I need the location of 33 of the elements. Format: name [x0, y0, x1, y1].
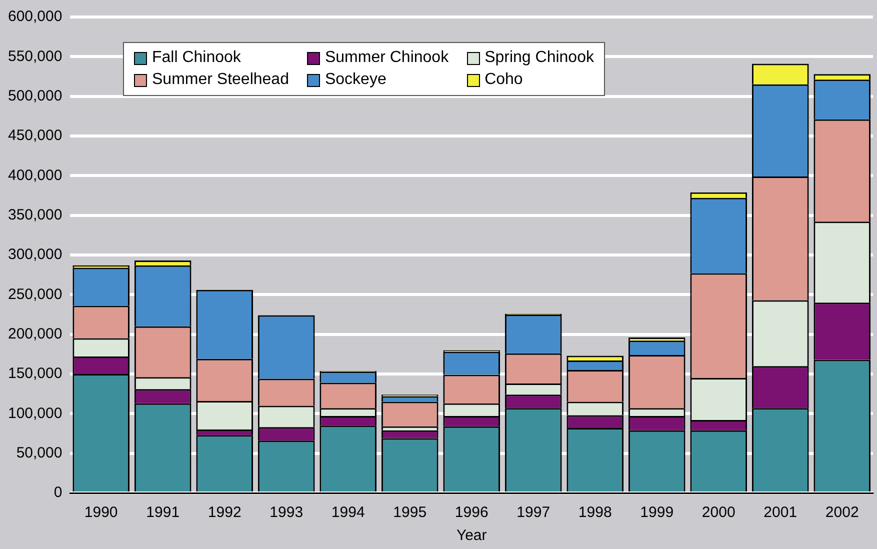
y-tick-label: 300,000 — [8, 246, 62, 264]
x-tick-label: 1993 — [270, 504, 304, 522]
y-tick-label: 600,000 — [8, 8, 62, 26]
x-tick-label: 1990 — [84, 504, 118, 522]
x-tick-label: 2002 — [825, 504, 859, 522]
x-tick-label: 2001 — [764, 504, 798, 522]
y-tick-label: 250,000 — [8, 286, 62, 303]
x-tick-label: 1994 — [331, 504, 365, 522]
legend-label: Sockeye — [324, 71, 386, 89]
legend-label: Summer Steelhead — [152, 71, 289, 89]
x-tick-label: 1995 — [393, 504, 427, 522]
x-tick-label: 1992 — [208, 504, 242, 522]
x-tick-label: 1997 — [516, 504, 550, 522]
x-tick-label: 1991 — [146, 504, 180, 522]
legend-label: Summer Chinook — [324, 49, 449, 67]
y-tick-label: 50,000 — [16, 444, 62, 462]
x-tick-label: 1996 — [454, 504, 488, 522]
y-tick-label: 350,000 — [8, 206, 62, 224]
x-tick-label: 1998 — [578, 504, 612, 522]
x-tick-label: 1999 — [640, 504, 674, 522]
y-tick-label: 150,000 — [8, 365, 62, 382]
y-tick-label: 0 — [54, 484, 62, 502]
y-tick-label: 550,000 — [8, 48, 62, 65]
y-tick-label: 200,000 — [8, 325, 62, 342]
y-tick-label: 500,000 — [8, 87, 62, 104]
legend-label: Fall Chinook — [152, 49, 241, 67]
x-tick-label: 2000 — [702, 504, 736, 522]
y-tick-label: 450,000 — [8, 127, 62, 144]
legend-label: Coho — [484, 71, 523, 89]
y-tick-label: 100,000 — [8, 404, 62, 422]
legend-label: Spring Chinook — [484, 49, 594, 67]
y-tick-label: 400,000 — [8, 166, 62, 184]
x-axis-title: Year — [456, 527, 487, 544]
